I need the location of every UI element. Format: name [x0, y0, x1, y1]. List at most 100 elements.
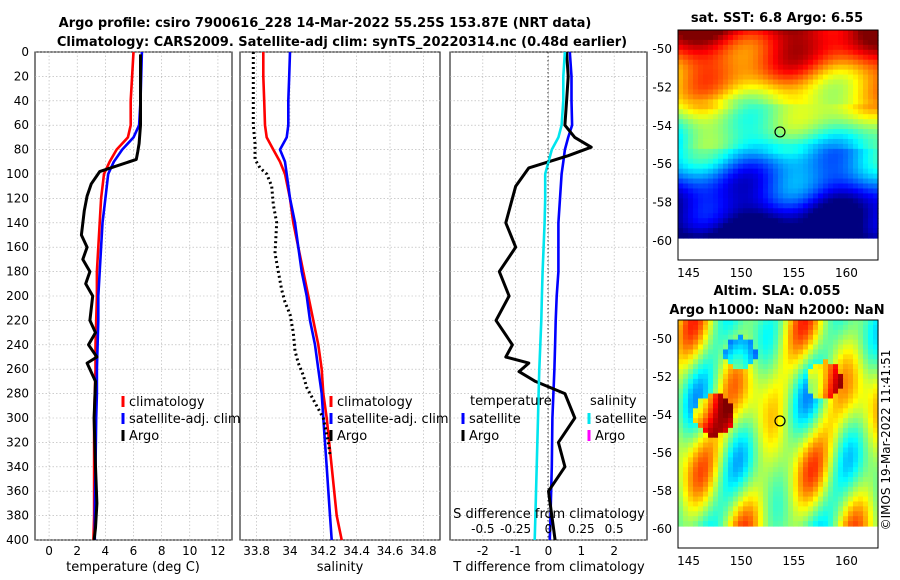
map-cell	[843, 124, 849, 130]
map-cell	[823, 114, 829, 120]
map-cell	[718, 413, 724, 419]
map-cell	[798, 138, 804, 145]
map-cell	[818, 408, 824, 414]
map-cell	[863, 496, 869, 503]
map-cell	[738, 134, 744, 140]
map-cell	[818, 64, 824, 71]
map-cell	[783, 476, 789, 483]
map-cell	[828, 413, 834, 419]
map-cell	[758, 398, 764, 404]
map-cell	[808, 119, 814, 125]
map-cell	[753, 393, 759, 400]
map-cell	[713, 432, 719, 439]
map-cell	[778, 398, 784, 404]
map-cell	[843, 223, 849, 229]
map-cell	[783, 94, 789, 100]
map-cell	[718, 408, 724, 414]
map-cell	[758, 339, 764, 346]
map-cell	[748, 129, 754, 135]
map-cell	[778, 104, 784, 110]
map-cell	[783, 334, 789, 341]
map-cell	[733, 432, 739, 439]
map-cell	[873, 334, 879, 341]
map-cell	[688, 393, 694, 400]
map-cell	[683, 359, 689, 365]
map-cell	[823, 30, 829, 36]
map-cell	[863, 481, 869, 488]
map-cell	[863, 119, 869, 125]
map-cell	[783, 218, 789, 224]
map-cell	[763, 173, 769, 180]
map-cell	[748, 491, 754, 498]
map-cell	[818, 501, 824, 507]
map-cell	[738, 104, 744, 110]
map-cell	[853, 521, 859, 527]
map-cell	[748, 457, 754, 463]
map-cell	[678, 521, 684, 527]
map-cell	[703, 44, 709, 51]
map-cell	[708, 143, 714, 150]
map-cell	[843, 378, 849, 385]
map-cell	[743, 437, 749, 444]
map-cell	[678, 39, 684, 46]
map-cell	[858, 119, 864, 125]
map-cell	[823, 163, 829, 170]
map-cell	[718, 521, 724, 527]
map-cell	[823, 64, 829, 71]
map-cell	[798, 74, 804, 81]
map-cell	[708, 447, 714, 454]
map-cell	[718, 388, 724, 395]
map-cell	[868, 228, 874, 234]
map-cell	[728, 320, 734, 326]
map-cell	[788, 408, 794, 414]
map-cell	[833, 39, 839, 46]
map-cell	[783, 481, 789, 488]
map-cell	[858, 359, 864, 365]
map-cell	[773, 334, 779, 341]
map-cell	[818, 354, 824, 360]
map-cell	[763, 69, 769, 76]
map-cell	[713, 193, 719, 199]
map-cell	[863, 94, 869, 100]
map-cell	[863, 334, 869, 341]
map-cell	[688, 178, 694, 185]
map-cell	[748, 320, 754, 326]
map-cell	[783, 59, 789, 66]
map-cell	[688, 138, 694, 145]
map-cell	[813, 223, 819, 229]
map-cell	[843, 228, 849, 234]
map-cell	[838, 188, 844, 195]
map-cell	[688, 34, 694, 41]
map-cell	[833, 99, 839, 105]
map-cell	[838, 129, 844, 135]
map-cell	[723, 408, 729, 414]
map-cell	[788, 39, 794, 46]
map-cell	[858, 129, 864, 135]
map-cell	[733, 408, 739, 414]
map-cell	[718, 462, 724, 468]
map-cell	[768, 158, 774, 165]
map-cell	[733, 153, 739, 160]
map-cell	[758, 486, 764, 493]
map-cell	[873, 183, 879, 190]
map-cell	[828, 74, 834, 81]
map-cell	[723, 462, 729, 468]
map-cell	[758, 99, 764, 105]
map-cell	[688, 408, 694, 414]
map-cell	[768, 354, 774, 360]
map-cell	[723, 476, 729, 483]
map-cell	[713, 94, 719, 100]
map-cell	[738, 354, 744, 360]
map-cell	[763, 354, 769, 360]
map-cell	[733, 79, 739, 86]
map-cell	[843, 54, 849, 61]
map-cell	[693, 163, 699, 170]
map-cell	[743, 393, 749, 400]
map-cell	[748, 349, 754, 355]
map-cell	[678, 408, 684, 414]
map-cell	[793, 378, 799, 385]
map-cell	[713, 486, 719, 493]
map-cell	[718, 163, 724, 170]
map-cell	[748, 364, 754, 370]
map-cell	[798, 30, 804, 36]
